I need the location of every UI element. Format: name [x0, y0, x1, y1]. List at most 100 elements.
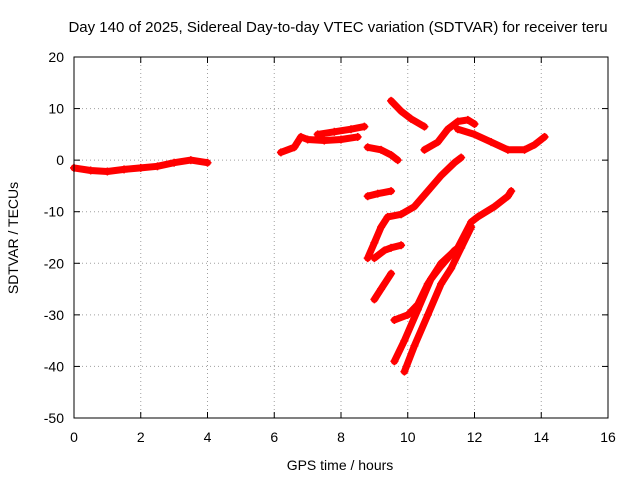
data-point-marker: [363, 143, 372, 152]
data-point-marker: [437, 261, 446, 270]
data-point-marker: [400, 367, 409, 376]
data-point-marker: [373, 189, 382, 198]
data-point-marker: [443, 125, 452, 134]
data-point-marker: [203, 158, 212, 167]
data-point-marker: [337, 135, 345, 144]
series-trace: [314, 123, 368, 138]
data-point-marker: [463, 115, 472, 124]
data-point-marker: [457, 243, 466, 252]
data-point-marker: [520, 145, 529, 154]
data-series-2: [313, 122, 369, 139]
data-point-marker: [470, 120, 479, 129]
data-series-13: [400, 223, 476, 376]
data-point-marker: [507, 187, 516, 196]
data-point-marker: [530, 140, 539, 149]
data-point-marker: [503, 192, 512, 201]
data-point-marker: [420, 145, 429, 154]
data-point-marker: [330, 127, 339, 136]
series-trace: [370, 270, 395, 303]
data-point-marker: [377, 223, 386, 232]
data-point-marker: [540, 132, 549, 141]
data-point-marker: [423, 310, 432, 319]
data-point-marker: [400, 336, 409, 345]
series-trace: [364, 143, 402, 164]
data-point-marker: [467, 223, 476, 232]
x-tick-label: 0: [70, 429, 78, 445]
data-point-marker: [393, 156, 402, 165]
data-point-marker: [390, 357, 399, 366]
data-point-marker: [370, 254, 379, 263]
data-point-marker: [363, 254, 372, 263]
x-tick-label: 10: [400, 429, 416, 445]
data-point-marker: [276, 148, 285, 157]
y-tick-label: -20: [44, 255, 64, 271]
data-point-marker: [387, 96, 396, 105]
data-point-marker: [120, 165, 129, 174]
data-point-marker: [303, 135, 312, 144]
data-series-3: [363, 143, 402, 165]
data-point-marker: [427, 274, 436, 283]
data-point-marker: [420, 122, 429, 131]
x-tick-label: 2: [137, 429, 145, 445]
x-tick-label: 6: [270, 429, 278, 445]
data-series-5: [387, 96, 429, 131]
data-point-marker: [503, 145, 512, 154]
data-series-7: [453, 125, 549, 154]
grid: [74, 57, 608, 418]
y-tick-label: 20: [48, 49, 64, 65]
data-series-12: [390, 246, 459, 366]
data-point-marker: [387, 269, 396, 278]
data-point-marker: [353, 132, 362, 141]
series-trace: [454, 125, 549, 154]
y-tick-label: -50: [44, 410, 64, 426]
data-point-marker: [450, 158, 459, 167]
x-axis-label: GPS time / hours: [287, 457, 394, 473]
data-point-marker: [437, 279, 446, 288]
x-tick-label: 8: [337, 429, 345, 445]
series-trace: [370, 241, 405, 262]
data-series-4: [363, 187, 396, 201]
data-point-marker: [363, 192, 372, 201]
data-point-marker: [387, 150, 396, 159]
data-point-marker: [397, 241, 406, 250]
data-point-marker: [447, 264, 456, 273]
data-point-marker: [433, 138, 442, 147]
data-point-marker: [383, 212, 392, 221]
y-tick-label: 0: [56, 152, 64, 168]
data-point-marker: [320, 136, 329, 145]
x-tick-label: 14: [533, 429, 549, 445]
data-point-marker: [296, 132, 305, 141]
data-series-0: [70, 156, 212, 176]
data-point-marker: [453, 125, 462, 134]
data-point-marker: [387, 243, 396, 252]
series-trace: [364, 154, 465, 262]
data-point-marker: [410, 202, 419, 211]
tick-marks: [73, 56, 609, 419]
data-point-marker: [360, 122, 369, 131]
series-trace: [387, 97, 428, 131]
data-point-marker: [410, 341, 419, 350]
data-point-marker: [103, 167, 112, 176]
data-point-marker: [380, 246, 389, 255]
data-point-marker: [86, 166, 95, 175]
data-point-marker: [437, 171, 446, 180]
x-tick-label: 12: [467, 429, 483, 445]
data-series-6: [420, 115, 479, 154]
data-point-marker: [397, 210, 406, 219]
data-point-marker: [490, 202, 499, 211]
data-point-marker: [453, 117, 462, 126]
chart-title: Day 140 of 2025, Sidereal Day-to-day VTE…: [68, 19, 607, 36]
data-point-marker: [370, 238, 379, 247]
data-point-marker: [387, 187, 396, 196]
data-point-marker: [407, 114, 416, 123]
y-tick-label: -30: [44, 307, 64, 323]
data-point-marker: [170, 158, 179, 167]
y-tick-label: -40: [44, 358, 64, 374]
data-point-marker: [390, 316, 399, 325]
y-axis-label: SDTVAR / TECUs: [5, 182, 21, 294]
data-point-marker: [423, 187, 432, 196]
data-point-marker: [313, 130, 322, 139]
y-tick-label: -10: [44, 204, 64, 220]
data-points: [70, 96, 549, 376]
data-point-marker: [377, 145, 386, 154]
